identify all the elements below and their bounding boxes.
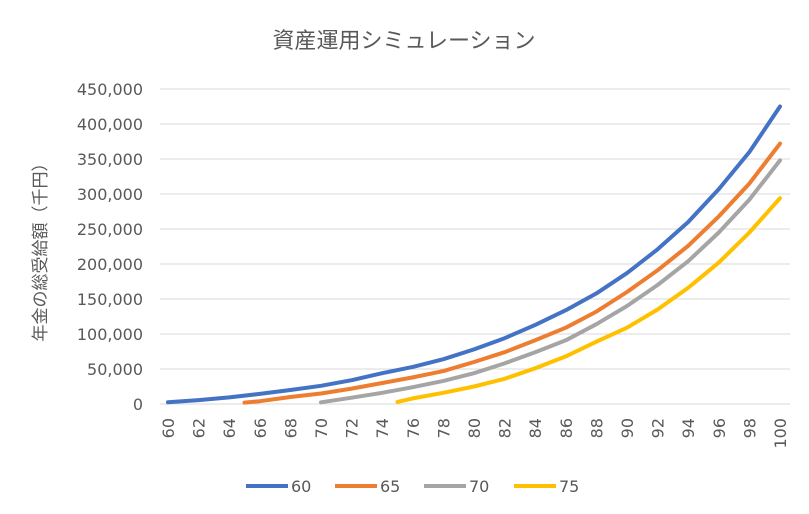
y-tick-label: 300,000 [77, 185, 143, 204]
legend-label-75: 75 [559, 477, 579, 496]
x-tick-label: 68 [281, 418, 300, 438]
gridlines [160, 88, 790, 370]
y-tick-label: 350,000 [77, 150, 143, 169]
y-tick-label: 400,000 [77, 115, 143, 134]
y-tick-label: 0 [133, 395, 143, 414]
x-tick-label: 64 [220, 418, 239, 438]
x-tick-label: 96 [710, 418, 729, 438]
x-tick-label: 84 [526, 418, 545, 438]
legend-label-60: 60 [291, 477, 311, 496]
x-tick-label: 62 [190, 418, 209, 438]
x-tick-label: 90 [618, 418, 637, 438]
y-tick-label: 50,000 [87, 360, 143, 379]
y-tick-label: 450,000 [77, 80, 143, 99]
series-line-60 [166, 104, 782, 405]
legend-label-65: 65 [380, 477, 400, 496]
legend-label-70: 70 [469, 477, 489, 496]
y-tick-label: 150,000 [77, 290, 143, 309]
x-tick-label: 82 [496, 418, 515, 438]
x-tick-label: 94 [679, 418, 698, 438]
x-tick-label: 66 [251, 418, 270, 438]
y-axis-ticks: 0 50,000 100,000 150,000 200,000 250,000 300,0… [77, 80, 143, 414]
y-tick-label: 200,000 [77, 255, 143, 274]
series-line-65 [242, 141, 782, 405]
x-tick-label: 76 [404, 418, 423, 438]
x-tick-label: 86 [557, 418, 576, 438]
x-tick-label: 80 [465, 418, 484, 438]
chart-title: 資産運用シミュレーション [272, 29, 535, 54]
series-line-75 [395, 196, 782, 404]
x-tick-label: 70 [312, 418, 331, 438]
x-tick-label: 100 [771, 418, 790, 449]
x-tick-label: 74 [373, 418, 392, 438]
x-tick-label: 98 [740, 418, 759, 438]
x-tick-label: 60 [159, 418, 178, 438]
y-tick-label: 100,000 [77, 325, 143, 344]
y-tick-label: 250,000 [77, 220, 143, 239]
x-tick-label: 92 [649, 418, 668, 438]
x-tick-label: 72 [343, 418, 362, 438]
series-lines [166, 104, 782, 405]
x-tick-label: 88 [587, 418, 606, 438]
y-axis-label: 年金の総受給額（千円） [31, 155, 51, 342]
x-tick-label: 78 [434, 418, 453, 438]
legend: 60 65 70 75 [246, 477, 579, 496]
series-line-70 [319, 158, 782, 405]
x-axis-ticks: 60 62 64 66 68 70 72 74 76 78 80 82 84 86 88 90 92 94 96 98… [159, 418, 790, 449]
